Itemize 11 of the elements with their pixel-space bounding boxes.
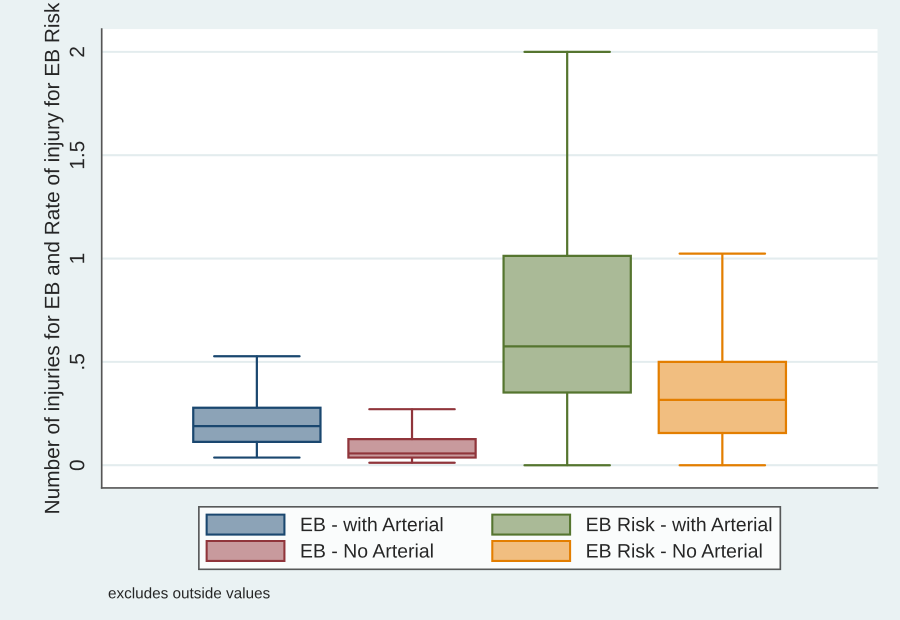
y-axis-title: Number of injuries for EB and Rate of injury for EB Risk [44,2,64,513]
legend-label: EB Risk - with Arterial [587,517,772,532]
y-tick-label: .5 [70,354,84,369]
legend-label: EB - No Arterial [302,543,433,558]
text: excludes outside values [108,587,270,598]
y-tick-label: 0 [70,460,84,470]
y-tick-label: 1 [70,254,84,263]
y-tick-label: 1.5 [70,142,84,168]
y-tick-label: 2 [70,47,84,57]
legend-label: EB - with Arterial [302,517,442,532]
legend-label: EB Risk - No Arterial [587,543,762,558]
